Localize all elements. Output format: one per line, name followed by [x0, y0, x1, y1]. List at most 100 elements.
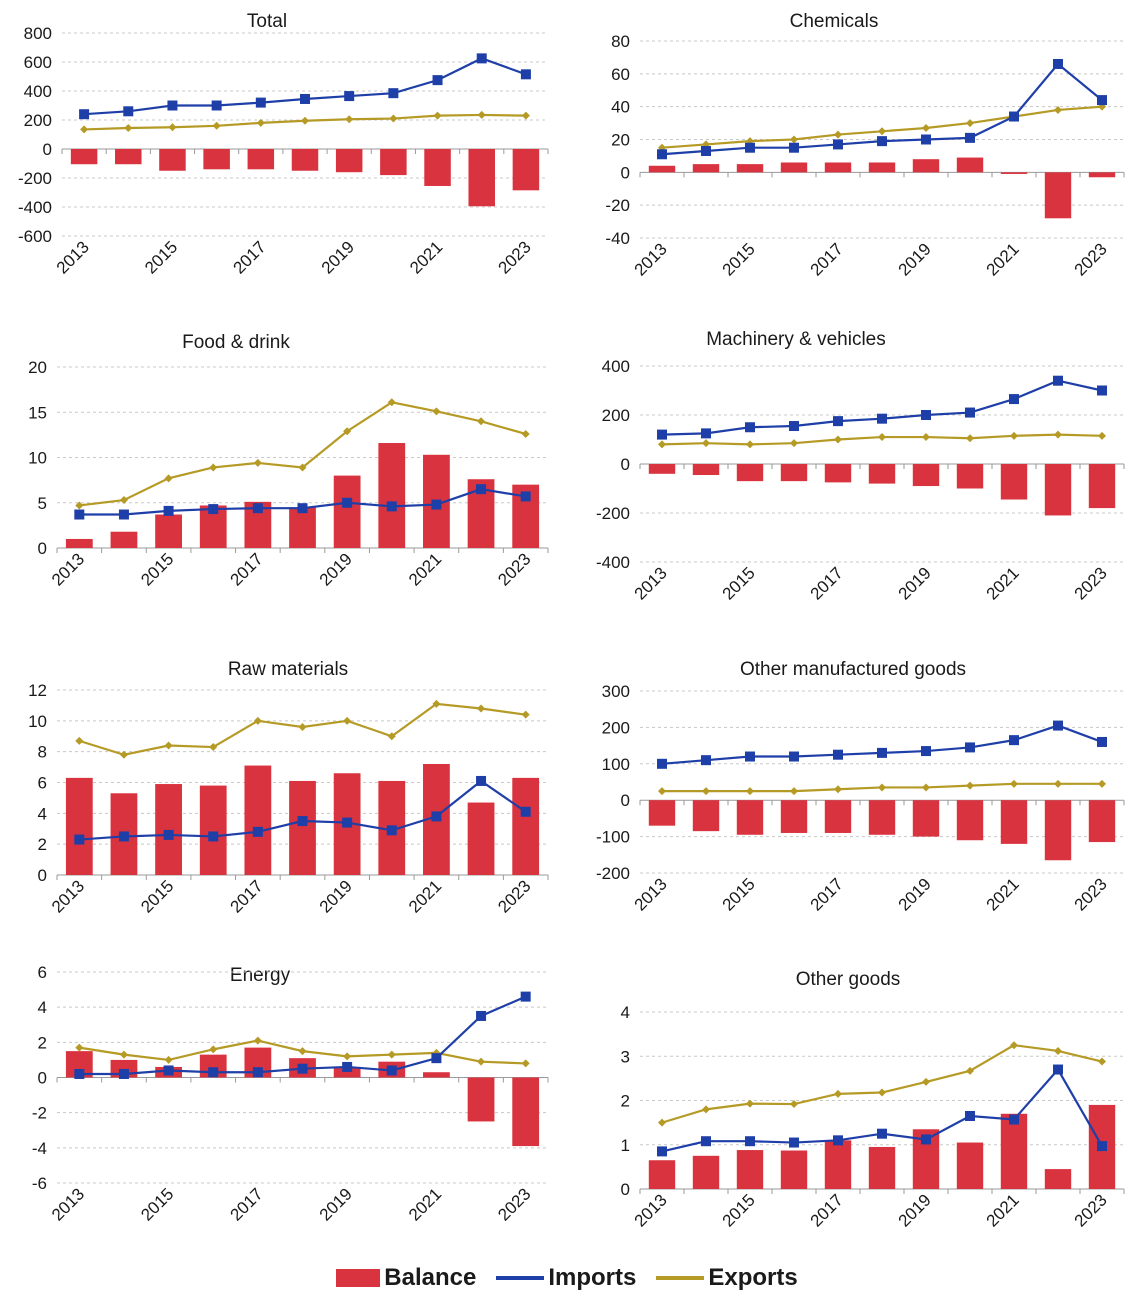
y-tick-label: 800: [24, 24, 52, 43]
x-tick-label: 2015: [141, 237, 181, 277]
point-imports-2014: [123, 106, 134, 117]
point-exports-2017: [256, 118, 265, 127]
bar-balance-2023: [1088, 172, 1116, 178]
point-imports-2018: [877, 747, 887, 758]
point-imports-2020: [386, 501, 397, 512]
legend-label-imports: Imports: [548, 1263, 637, 1291]
legend-label-balance: Balance: [384, 1263, 477, 1291]
bar-balance-2023: [512, 1077, 540, 1147]
point-exports-2019: [345, 115, 354, 124]
point-exports-2016: [790, 439, 798, 448]
point-exports-2021: [1010, 779, 1018, 788]
x-tick-label: 2021: [406, 237, 446, 277]
point-exports-2019: [343, 716, 352, 725]
point-imports-2022: [476, 484, 487, 495]
legend-item-imports: Imports: [496, 1264, 636, 1292]
point-imports-2015: [163, 829, 174, 840]
chart-title-other-manufactured-goods: Other manufactured goods: [740, 659, 966, 680]
legend: Balance Imports Exports: [0, 1262, 1134, 1293]
point-exports-2023: [1098, 779, 1106, 788]
point-exports-2017: [253, 716, 262, 725]
y-tick-label: 1: [621, 1136, 630, 1155]
y-tick-label: 10: [28, 449, 47, 468]
bar-balance-2016: [780, 800, 808, 833]
y-tick-label: 200: [24, 111, 52, 130]
bar-balance-2016: [203, 149, 230, 170]
point-imports-2018: [297, 816, 308, 827]
point-exports-2015: [164, 1055, 173, 1064]
bar-balance-2017: [824, 162, 852, 173]
point-exports-2016: [790, 135, 798, 144]
bar-balance-2019: [333, 1066, 361, 1078]
y-tick-label: 4: [38, 804, 47, 823]
y-tick-label: 15: [28, 403, 47, 422]
bar-balance-2019: [333, 475, 361, 548]
point-imports-2014: [118, 831, 129, 842]
bar-balance-2019: [912, 464, 940, 487]
point-imports-2022: [1053, 720, 1063, 731]
point-imports-2023: [520, 991, 531, 1002]
point-imports-2019: [344, 91, 355, 102]
x-tick-label: 2019: [316, 1184, 356, 1224]
point-exports-2023: [521, 710, 530, 719]
point-imports-2017: [252, 1067, 263, 1078]
point-imports-2013: [657, 429, 667, 440]
point-exports-2014: [119, 1050, 128, 1059]
point-exports-2021: [433, 111, 442, 120]
bar-balance-2019: [912, 800, 940, 837]
y-tick-label: -6: [32, 1174, 47, 1193]
x-tick-label: 2017: [229, 237, 269, 277]
point-imports-2023: [520, 491, 531, 502]
point-exports-2014: [702, 1105, 710, 1114]
point-exports-2017: [834, 130, 842, 139]
bar-balance-2021: [1000, 1113, 1028, 1189]
point-imports-2015: [163, 505, 174, 516]
point-exports-2023: [1098, 1057, 1106, 1066]
x-tick-label: 2019: [895, 239, 935, 279]
chart-title-total: Total: [247, 11, 287, 32]
bar-balance-2015: [736, 464, 764, 482]
bar-balance-2017: [824, 1140, 852, 1189]
point-exports-2018: [298, 723, 307, 731]
point-exports-2014: [119, 496, 128, 505]
point-exports-2023: [521, 1059, 530, 1068]
point-imports-2023: [520, 806, 531, 817]
point-exports-2020: [966, 781, 974, 790]
line-imports: [661, 724, 1103, 765]
bar-balance-2022: [1044, 1169, 1072, 1189]
bar-balance-2022: [1044, 800, 1072, 861]
point-imports-2021: [431, 811, 442, 822]
y-tick-label: 200: [602, 406, 630, 425]
point-exports-2014: [124, 123, 133, 132]
point-imports-2022: [476, 775, 487, 786]
x-tick-label: 2021: [983, 1190, 1023, 1230]
x-tick-label: 2017: [227, 549, 267, 589]
point-imports-2015: [745, 1136, 755, 1147]
point-exports-2015: [164, 741, 173, 750]
chart-title-energy: Energy: [230, 965, 291, 986]
y-tick-label: 0: [621, 455, 630, 474]
y-tick-label: 2: [621, 1092, 630, 1111]
y-tick-label: 2: [38, 835, 47, 854]
y-tick-label: 0: [43, 140, 52, 159]
x-tick-label: 2021: [405, 549, 445, 589]
y-tick-label: 0: [621, 1180, 630, 1199]
point-imports-2016: [789, 421, 799, 432]
point-exports-2019: [343, 427, 352, 436]
point-imports-2016: [208, 504, 219, 515]
y-tick-label: 400: [24, 82, 52, 101]
x-tick-label: 2021: [405, 1184, 445, 1224]
point-exports-2015: [746, 787, 754, 796]
y-tick-label: 10: [28, 712, 47, 731]
y-tick-label: 60: [611, 65, 630, 84]
legend-item-balance: Balance: [336, 1264, 476, 1292]
x-tick-label: 2013: [631, 1190, 671, 1230]
point-exports-2022: [477, 110, 486, 119]
legend-swatch-exports: [656, 1275, 705, 1280]
bar-balance-2013: [648, 464, 676, 474]
y-tick-label: -20: [605, 196, 630, 215]
point-exports-2020: [389, 114, 398, 123]
point-exports-2018: [301, 116, 309, 125]
panel-other-goods: Other goods 0 1 2 3 4 2013 2015 2017 2019 2021 2023: [621, 969, 1125, 1231]
